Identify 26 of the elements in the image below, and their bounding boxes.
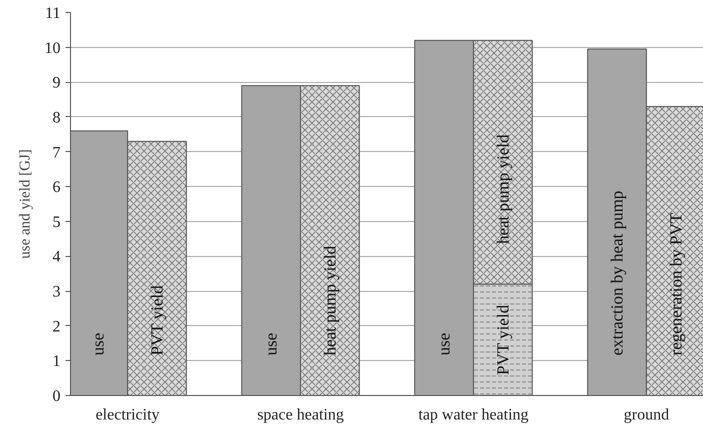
y-tick-label: 0 <box>52 388 60 405</box>
y-tick-label: 4 <box>52 248 60 266</box>
y-tick-label: 11 <box>45 5 60 22</box>
y-tick-label: 9 <box>52 74 60 92</box>
x-tick-label: electricity <box>96 406 160 424</box>
y-tick-label: 5 <box>52 214 60 231</box>
y-tick-label: 8 <box>52 109 60 126</box>
data-label: use <box>262 332 281 356</box>
data-label: use <box>88 332 108 356</box>
y-tick-label: 2 <box>52 318 60 336</box>
y-tick-label: 7 <box>52 144 60 162</box>
x-tick-label: tap water heating <box>418 406 529 424</box>
data-label: extraction by heat pump <box>608 190 627 356</box>
data-label: heat pump yield <box>320 245 340 356</box>
x-tick-label: space heating <box>257 406 344 424</box>
data-label: regeneration by PVT <box>666 212 686 356</box>
data-label: use <box>434 332 454 356</box>
data-label: PVT yield <box>493 304 512 375</box>
y-tick-label: 3 <box>52 284 60 301</box>
y-tick-label: 1 <box>52 353 60 370</box>
y-axis-title: use and yield [GJ] <box>18 149 34 259</box>
data-label: PVT yield <box>147 284 166 356</box>
x-tick-label: ground <box>624 406 670 424</box>
y-tick-label: 10 <box>44 40 60 57</box>
data-label: heat pump yield <box>493 134 512 244</box>
y-tick-label: 6 <box>52 179 60 196</box>
